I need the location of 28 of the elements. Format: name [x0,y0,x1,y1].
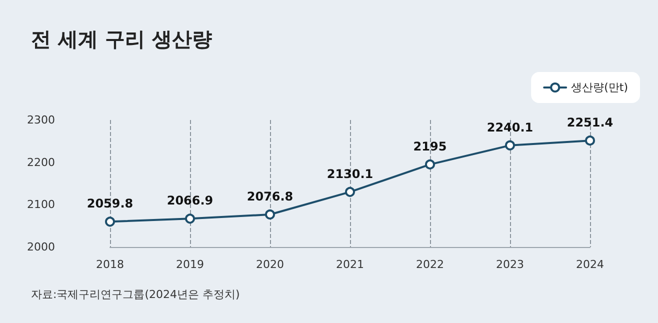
data-label: 2240.1 [486,120,534,134]
x-tick-label: 2023 [496,258,524,271]
x-tick-label: 2018 [96,258,124,271]
y-tick-label: 2300 [27,114,55,126]
point [185,214,195,224]
x-tick-label: 2024 [576,258,604,271]
point [105,216,115,227]
data-label: 2066.9 [166,194,214,208]
data-label: 2130.1 [326,166,374,181]
y-tick-label: 2200 [27,156,55,169]
x-tick-label: 2021 [336,258,364,271]
x-tick-label: 2020 [256,258,284,271]
chart-title: 전 세계 구리 생산량 [31,27,212,51]
data-label: 2251.4 [566,116,614,130]
point [265,209,275,220]
y-tick-label: 2100 [27,198,55,212]
point [345,186,355,197]
legend-label: 생산량(만t) [571,81,628,94]
x-tick-label: 2022 [416,258,444,271]
y-tick-label: 2000 [27,240,55,254]
data-label: 2076.8 [246,189,294,204]
point [425,159,435,170]
data-label: 2059.8 [86,196,134,211]
x-tick-label: 2019 [176,258,204,271]
data-label: 2195 [413,139,447,154]
point [505,140,515,150]
text: 자료:국제구리연구그룹(2024년은 추정치) [31,288,240,301]
point [585,136,595,146]
